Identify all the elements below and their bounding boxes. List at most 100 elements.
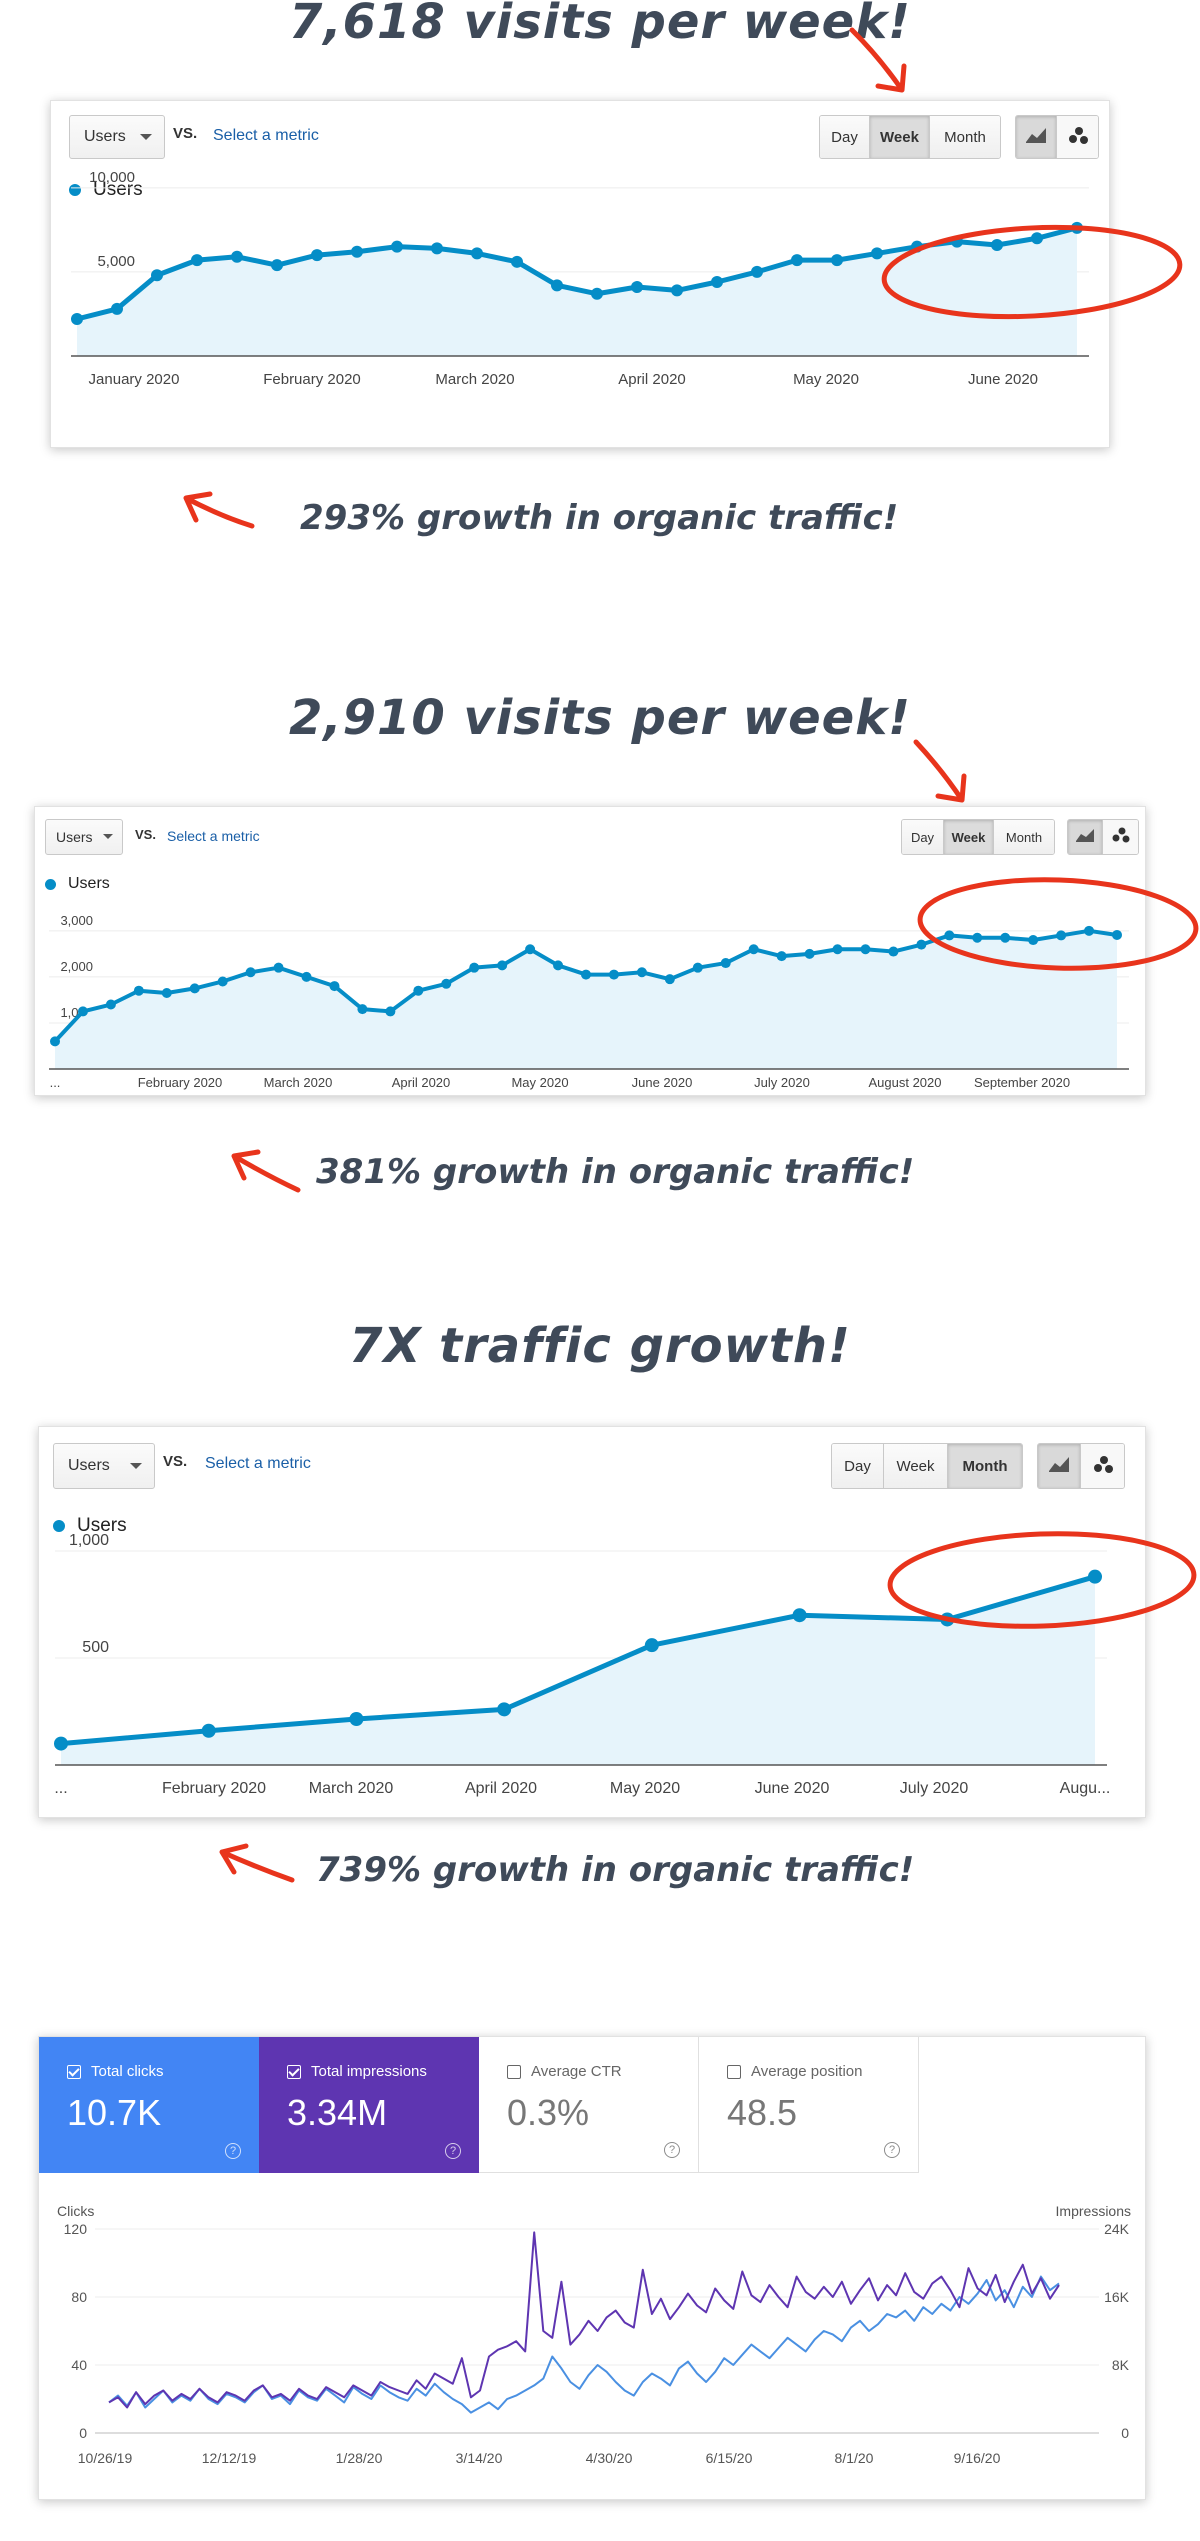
area-fill <box>55 930 1117 1069</box>
tile-label: Average CTR <box>531 2063 622 2080</box>
checkbox-icon[interactable] <box>67 2064 81 2079</box>
data-point <box>357 1004 368 1015</box>
motion-chart-button[interactable] <box>1057 116 1098 158</box>
data-point <box>133 985 144 996</box>
data-point <box>888 946 899 957</box>
data-point <box>245 967 256 978</box>
period-week-button[interactable]: Week <box>884 1444 948 1488</box>
search-console-chart: 120 24K 80 16K 40 8K 0 0 10/26/19 12/12/19 1/28/20… <box>64 2221 1130 2466</box>
left-y-tick-label: 40 <box>71 2357 87 2373</box>
average-position-tile[interactable]: Average position 48.5 ? <box>699 2037 919 2173</box>
data-point <box>644 1638 659 1653</box>
total-impressions-tile[interactable]: Total impressions 3.34M ? <box>259 2037 479 2173</box>
period-day-button[interactable]: Day <box>820 116 870 158</box>
period-day-button[interactable]: Day <box>832 1444 884 1488</box>
chart-type-toggle <box>1067 819 1139 855</box>
arrow-icon <box>231 1149 301 1193</box>
period-month-button[interactable]: Month <box>948 1444 1022 1488</box>
tile-value: 3.34M <box>287 2092 388 2133</box>
legend-label: Users <box>68 875 110 892</box>
select-metric-link[interactable]: Select a metric <box>213 127 319 144</box>
data-point <box>791 254 803 267</box>
checkbox-icon[interactable] <box>727 2064 741 2079</box>
x-tick-label: 12/12/19 <box>202 2450 257 2466</box>
data-point <box>792 1608 807 1623</box>
right-y-tick-label: 24K <box>1104 2221 1130 2237</box>
select-metric-link[interactable]: Select a metric <box>205 1455 311 1472</box>
data-point <box>551 279 563 292</box>
data-point <box>201 1723 216 1738</box>
legend-dot <box>45 878 56 890</box>
total-clicks-tile[interactable]: Total clicks 10.7K ? <box>39 2037 259 2173</box>
line-chart-button[interactable] <box>1038 1444 1081 1488</box>
metric-select[interactable]: Users <box>45 819 123 855</box>
x-tick-label: Augu... <box>1060 1780 1111 1797</box>
period-day-button[interactable]: Day <box>902 820 944 854</box>
motion-chart-button[interactable] <box>1081 1444 1124 1488</box>
data-point <box>591 287 603 300</box>
data-point <box>581 969 591 980</box>
data-point <box>471 247 483 260</box>
x-tick-label: March 2020 <box>264 1075 333 1090</box>
data-point <box>329 981 340 992</box>
data-point <box>161 988 172 998</box>
tile-value: 10.7K <box>67 2092 162 2133</box>
data-point <box>50 1036 60 1047</box>
checkbox-icon[interactable] <box>287 2064 301 2079</box>
chart-1: 10,000 5,000 January 2020 February 2020 Marc… <box>71 169 1089 388</box>
motion-chart-button[interactable] <box>1103 820 1138 854</box>
vs-label: VS. <box>163 1453 188 1470</box>
chevron-down-icon <box>130 1463 142 1469</box>
period-toggle: Day Week Month <box>901 819 1055 855</box>
legend-label: Users <box>77 1515 127 1536</box>
metric-select[interactable]: Users <box>53 1443 155 1489</box>
help-icon[interactable]: ? <box>664 2142 680 2158</box>
data-point <box>525 944 536 955</box>
metric-select-label: Users <box>68 1457 110 1474</box>
average-ctr-tile[interactable]: Average CTR 0.3% ? <box>479 2037 699 2173</box>
period-week-button[interactable]: Week <box>870 116 930 158</box>
x-tick-label: May 2020 <box>610 1780 680 1797</box>
y-tick-label: 2,000 <box>60 959 93 974</box>
help-icon[interactable]: ? <box>884 2142 900 2158</box>
line-chart-icon <box>1075 827 1095 848</box>
x-tick-label: 9/16/20 <box>954 2450 1001 2466</box>
data-point <box>271 259 283 272</box>
metric-select[interactable]: Users <box>69 115 165 159</box>
x-tick-label: ... <box>54 1780 67 1797</box>
data-point <box>944 930 955 941</box>
left-y-tick-label: 0 <box>79 2425 87 2441</box>
data-point <box>469 962 480 973</box>
data-point <box>511 255 523 268</box>
vs-label: VS. <box>135 827 156 842</box>
right-y-tick-label: 0 <box>1121 2425 1129 2441</box>
data-point <box>1028 935 1039 946</box>
data-point <box>831 254 843 267</box>
tile-value: 48.5 <box>727 2092 798 2133</box>
bubbles-icon <box>1067 126 1089 149</box>
data-point <box>231 250 243 263</box>
y-tick-label: 5,000 <box>97 253 135 270</box>
x-tick-label: September 2020 <box>974 1075 1070 1090</box>
data-point <box>54 1736 68 1751</box>
y-tick-label: 3,000 <box>60 913 93 928</box>
period-week-button[interactable]: Week <box>944 820 994 854</box>
x-tick-label: February 2020 <box>138 1075 223 1090</box>
period-month-button[interactable]: Month <box>994 820 1054 854</box>
line-chart-button[interactable] <box>1068 820 1103 854</box>
checkbox-icon[interactable] <box>507 2064 521 2079</box>
data-point <box>751 265 763 278</box>
period-toggle: Day Week Month <box>819 115 1001 159</box>
data-point <box>940 1612 955 1627</box>
tile-value: 0.3% <box>507 2092 590 2133</box>
data-point <box>860 944 871 955</box>
help-icon[interactable]: ? <box>225 2143 241 2159</box>
data-point <box>1031 232 1043 245</box>
data-point <box>349 1711 364 1726</box>
help-icon[interactable]: ? <box>445 2143 461 2159</box>
period-month-button[interactable]: Month <box>930 116 1000 158</box>
growth-caption-1: 293% growth in organic traffic! <box>300 498 899 538</box>
line-chart-button[interactable] <box>1016 116 1057 158</box>
select-metric-link[interactable]: Select a metric <box>167 828 260 844</box>
